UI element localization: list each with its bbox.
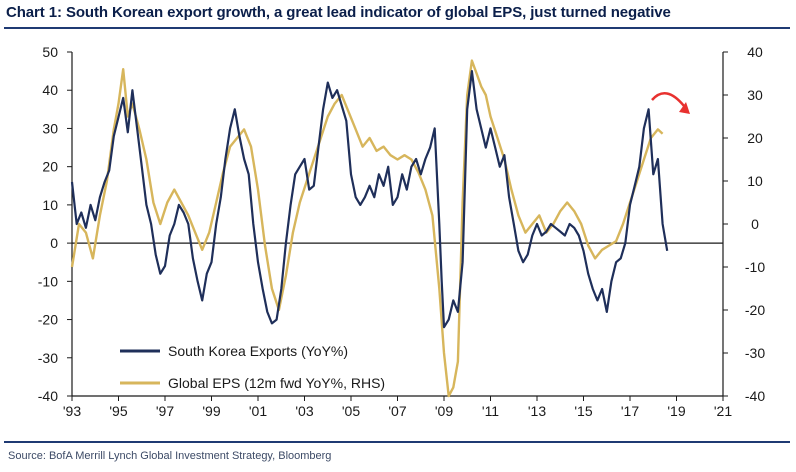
right-tick-label: 0	[751, 216, 759, 232]
footer-rule	[4, 441, 790, 443]
x-tick-label: '03	[295, 403, 313, 419]
x-tick-label: '13	[528, 403, 546, 419]
source-note: Source: BofA Merrill Lynch Global Invest…	[8, 450, 332, 462]
x-tick-group: '93 '95 '97 '99 '01 '03 '05 '07 '09 '11 '13 '15 '17 '…	[63, 396, 732, 419]
right-tick-label: 30	[747, 87, 763, 103]
left-tick-group: 50 40 30 20 10 0 -10 -20 -30 -40	[38, 44, 72, 404]
left-tick-label: 40	[42, 82, 58, 98]
x-tick-label: '95	[109, 403, 127, 419]
annotation-arrow	[651, 92, 690, 114]
right-tick-group: 40 30 20 10 0 -10 -20 -30 -40	[723, 44, 765, 404]
arrow-curve	[651, 92, 685, 107]
right-tick-label: 10	[747, 173, 763, 189]
x-tick-label: '07	[388, 403, 406, 419]
series-group	[70, 59, 669, 398]
left-tick-label: 30	[42, 120, 58, 136]
right-tick-label: -30	[745, 345, 765, 361]
left-tick-label: -20	[38, 312, 58, 328]
x-tick-label: '01	[249, 403, 267, 419]
legend: South Korea Exports (YoY%) Global EPS (1…	[120, 343, 385, 391]
x-tick-label: '09	[435, 403, 453, 419]
arrow-head	[679, 102, 690, 114]
x-tick-label: '99	[202, 403, 220, 419]
x-tick-label: '17	[621, 403, 639, 419]
series-line-global-eps	[70, 59, 664, 398]
x-tick-label: '15	[574, 403, 592, 419]
right-tick-label: -40	[745, 388, 765, 404]
right-tick-label: -20	[745, 302, 765, 318]
x-tick-label: '11	[482, 403, 499, 419]
chart-title: Chart 1: South Korean export growth, a g…	[6, 4, 671, 21]
title-top-rule	[4, 27, 790, 29]
x-tick-label: '19	[667, 403, 685, 419]
right-tick-label: 20	[747, 130, 763, 146]
legend-label-eps: Global EPS (12m fwd YoY%, RHS)	[168, 375, 385, 391]
left-tick-label: 0	[50, 235, 58, 251]
series-line-korea-exports	[70, 70, 669, 329]
left-tick-label: -30	[38, 350, 58, 366]
right-tick-label: -10	[745, 259, 765, 275]
x-tick-label: '97	[156, 403, 174, 419]
left-tick-label: -10	[38, 273, 58, 289]
left-tick-label: 50	[42, 44, 58, 60]
x-tick-label: '05	[342, 403, 360, 419]
right-tick-label: 40	[747, 44, 763, 60]
x-tick-label: '93	[63, 403, 81, 419]
legend-label-exports: South Korea Exports (YoY%)	[168, 343, 348, 359]
left-tick-label: 20	[42, 159, 58, 175]
x-tick-label: '21	[714, 403, 732, 419]
left-tick-label: -40	[38, 388, 58, 404]
left-tick-label: 10	[42, 197, 58, 213]
